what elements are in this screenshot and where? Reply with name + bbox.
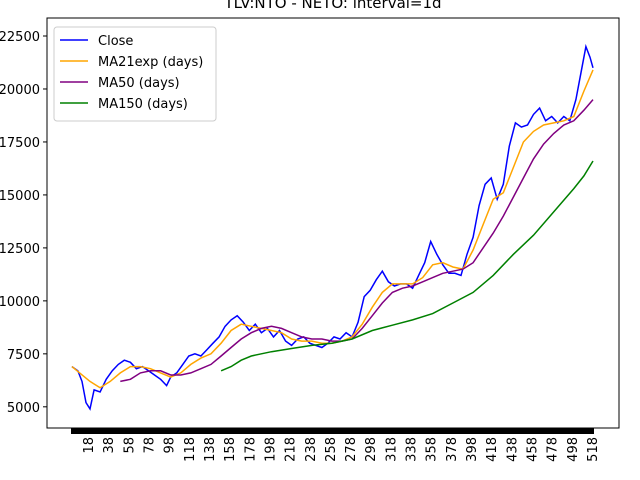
legend-label: Close xyxy=(98,34,133,49)
legend-label: MA50 (days) xyxy=(98,76,180,91)
x-tick-label: 378 xyxy=(445,437,460,462)
x-tick-label: 298 xyxy=(364,437,379,462)
x-tick-label: 438 xyxy=(505,437,520,462)
y-tick-label: 7500 xyxy=(7,348,40,363)
x-tick-label: 258 xyxy=(324,437,339,462)
series-line xyxy=(220,160,594,372)
x-tick-label: 398 xyxy=(465,437,480,462)
x-tick-label: 198 xyxy=(263,437,278,462)
y-tick-label: 15000 xyxy=(0,189,40,204)
x-tick-label: 478 xyxy=(546,437,561,462)
x-tick-label: 18 xyxy=(82,437,97,454)
y-tick-label: 12500 xyxy=(0,242,40,257)
x-tick-label: 458 xyxy=(526,437,541,462)
x-tick-label: 518 xyxy=(586,437,601,462)
x-tick-label: 178 xyxy=(243,437,258,462)
legend-box xyxy=(53,26,217,122)
legend-label: MA150 (days) xyxy=(98,97,188,112)
x-tick-label: 138 xyxy=(203,437,218,462)
x-tick-label: 338 xyxy=(405,437,420,462)
x-tick-label: 498 xyxy=(566,437,581,462)
x-tick-label: 58 xyxy=(122,437,137,454)
series-line xyxy=(71,43,594,411)
y-tick-label: 22500 xyxy=(0,30,40,45)
x-tick-label: 418 xyxy=(485,437,500,462)
x-tick-label: 238 xyxy=(304,437,319,462)
x-tick-label: 98 xyxy=(163,437,178,454)
y-tick-label: 10000 xyxy=(0,295,40,310)
plot-frame xyxy=(46,17,620,429)
x-tick-label: 78 xyxy=(142,437,157,454)
x-tick-label: 158 xyxy=(223,437,238,462)
x-tick-label: 218 xyxy=(284,437,299,462)
x-tick-label: 118 xyxy=(183,437,198,462)
legend-label: MA21exp (days) xyxy=(98,55,203,70)
y-tick-label: 5000 xyxy=(7,401,40,416)
x-tick-label: 318 xyxy=(384,437,399,462)
y-tick-label: 17500 xyxy=(0,136,40,151)
x-tick-label: 38 xyxy=(102,437,117,454)
x-tick-label: 278 xyxy=(344,437,359,462)
minor-tick-band xyxy=(71,428,594,434)
x-tick-label: 358 xyxy=(425,437,440,462)
chart-title: TLV:NTO - NETO: interval=1d xyxy=(223,0,441,12)
y-tick-label: 20000 xyxy=(0,83,40,98)
series-line xyxy=(120,99,594,383)
